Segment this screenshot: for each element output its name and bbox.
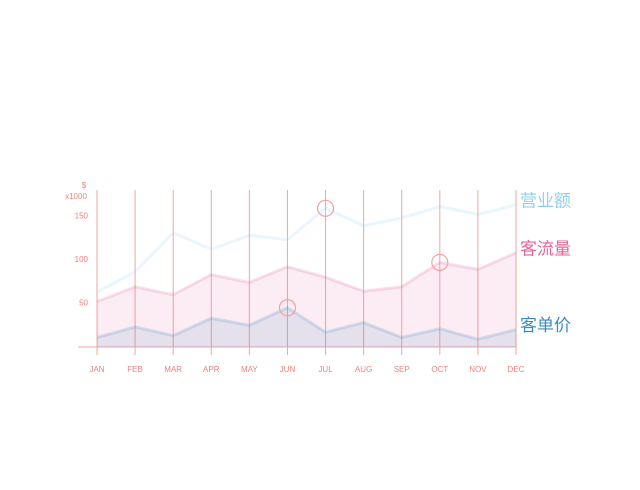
- highlight-marker: [431, 253, 449, 271]
- highlight-marker: [278, 299, 297, 317]
- x-tick-label: MAR: [164, 365, 182, 374]
- legend-label: 客流量: [520, 239, 571, 258]
- x-tick-label: SEP: [394, 365, 410, 374]
- area: [97, 307, 516, 347]
- x-tick-label: FEB: [127, 365, 143, 374]
- x-tick-label: JAN: [89, 365, 104, 374]
- highlight-marker: [316, 199, 335, 217]
- line: [96, 306, 517, 341]
- x-tick-label: MAY: [241, 365, 258, 374]
- legend-label: 营业额: [520, 191, 571, 210]
- y-tick-label: 150: [75, 211, 89, 220]
- y-scale-label: x1000: [65, 192, 87, 201]
- y-unit: $: [82, 181, 87, 190]
- legend-label: 客单价: [520, 316, 571, 335]
- x-tick-label: JUN: [280, 365, 296, 374]
- area: [97, 252, 516, 347]
- x-tick-label: APR: [203, 365, 220, 374]
- y-tick-label: 50: [79, 298, 88, 307]
- x-tick-label: DEC: [508, 365, 525, 374]
- line: [96, 251, 517, 304]
- y-tick-label: 100: [75, 255, 89, 264]
- x-tick-label: NOV: [469, 365, 487, 374]
- x-tick-label: JUL: [318, 365, 333, 374]
- x-tick-label: OCT: [431, 365, 448, 374]
- line: [96, 203, 517, 294]
- x-tick-label: AUG: [355, 365, 372, 374]
